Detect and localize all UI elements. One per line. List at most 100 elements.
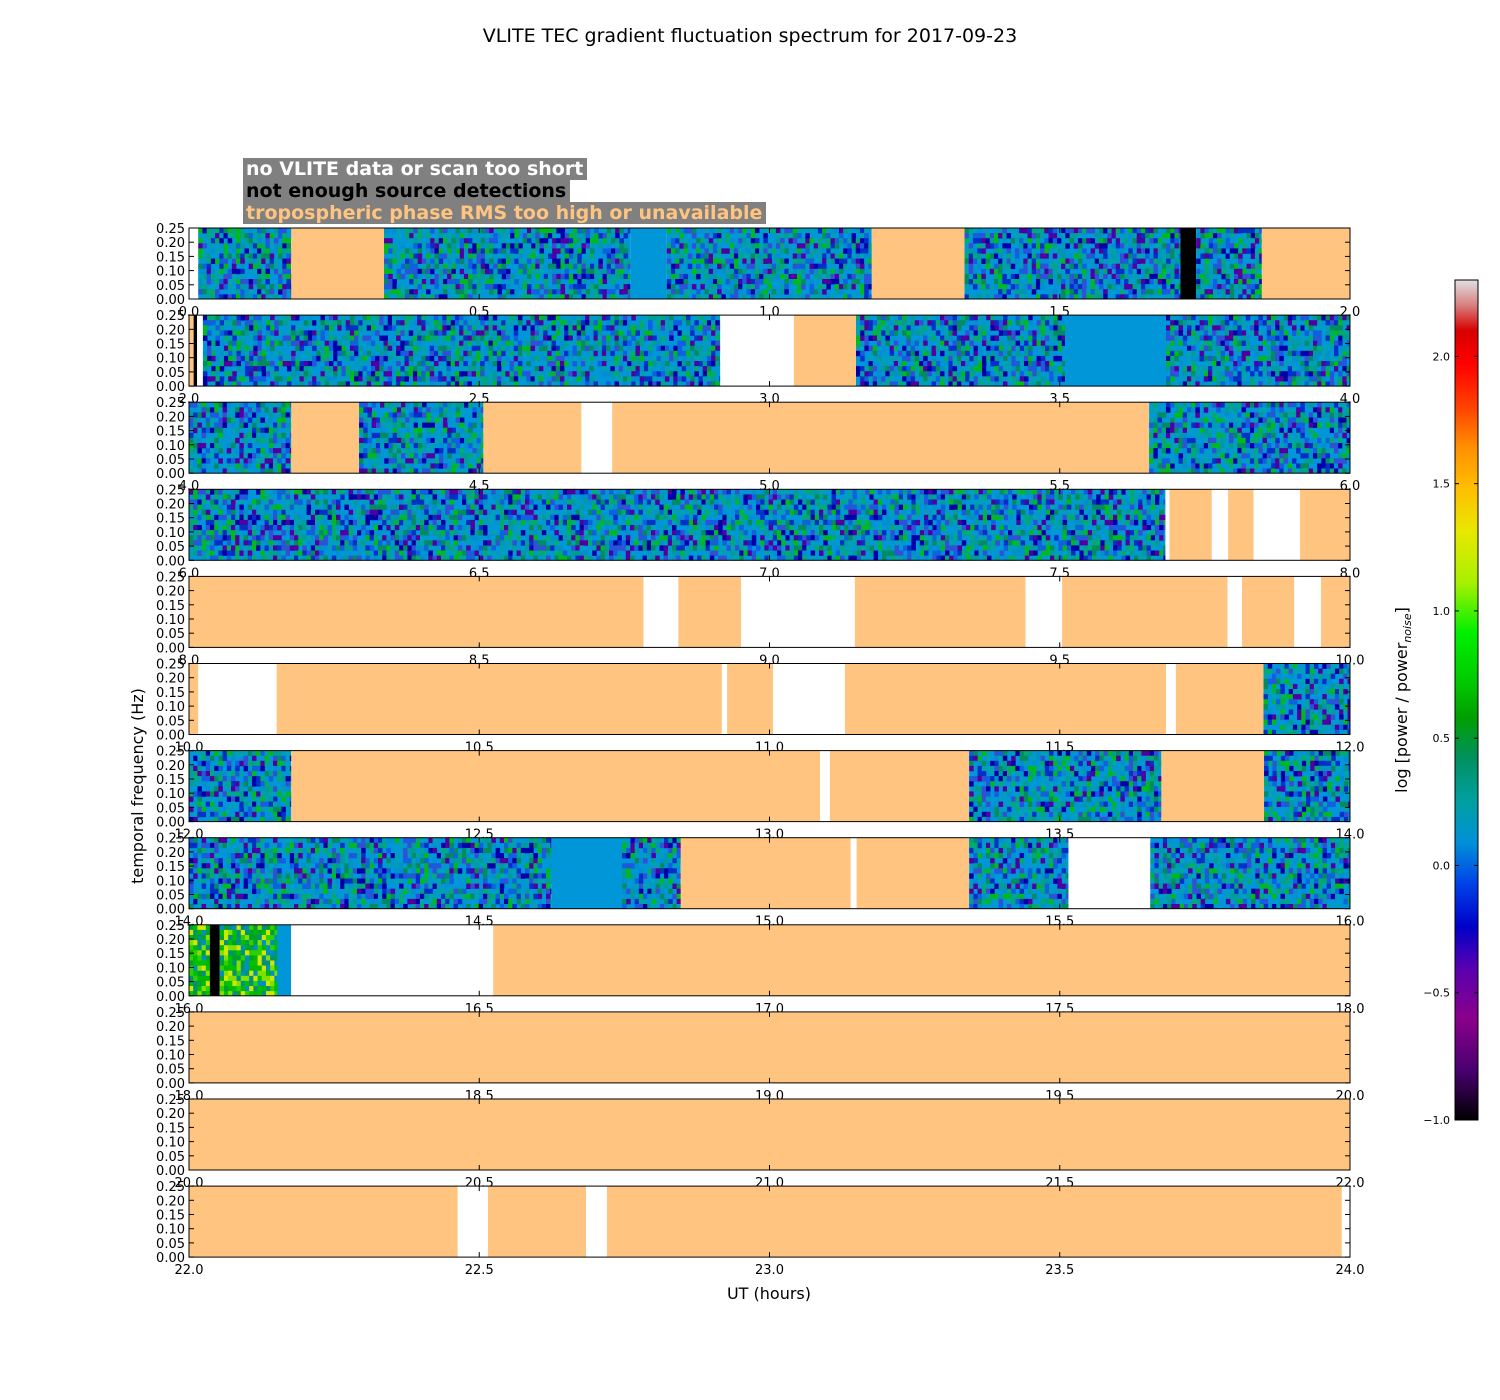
- y-tick-label: 0.05: [156, 279, 185, 294]
- y-tick-label: 0.20: [156, 672, 185, 687]
- segment-data-flat: [277, 924, 292, 996]
- segment-trop-rms: [793, 315, 856, 387]
- y-tick-label: 0.00: [156, 1164, 185, 1179]
- segment-no-data: [1068, 837, 1151, 909]
- segment-trop-rms: [606, 1186, 1342, 1258]
- segment-no-data: [189, 228, 199, 299]
- segment-trop-rms: [189, 663, 199, 735]
- segment-no-detections: [1180, 228, 1197, 299]
- y-tick-label: 0.20: [156, 410, 185, 425]
- segment-trop-rms: [291, 750, 821, 822]
- panel-4: 0.000.050.100.150.200.256.0 6.5 7.0 7.5 8.0: [156, 483, 1360, 581]
- segment-no-data: [1253, 489, 1301, 561]
- y-tick-label: 0.00: [156, 293, 185, 308]
- y-tick-label: 0.00: [156, 380, 185, 395]
- y-tick-label: 0.10: [156, 1136, 185, 1151]
- x-tick-label: 22.5: [465, 1263, 494, 1278]
- segment-no-data: [643, 576, 679, 648]
- segment-data: [666, 228, 872, 300]
- panel-1: 0.000.050.100.150.200.250.0 0.5 1.0 1.5 2.0: [156, 222, 1360, 320]
- y-tick-label: 0.10: [156, 526, 185, 541]
- segment-trop-rms: [1062, 576, 1228, 648]
- panel-3: 0.000.050.100.150.200.254.0 4.5 5.0 5.5 6.0: [156, 396, 1360, 494]
- y-tick-label: 0.10: [156, 352, 185, 367]
- y-tick-label: 0.05: [156, 1063, 185, 1078]
- segment-trop-rms: [1320, 576, 1350, 648]
- segment-data: [855, 315, 1066, 387]
- y-tick-label: 0.20: [156, 236, 185, 251]
- y-tick-label: 0.00: [156, 1077, 185, 1092]
- y-tick-label: 0.15: [156, 338, 185, 353]
- y-tick-label: 0.05: [156, 889, 185, 904]
- y-tick-label: 0.05: [156, 366, 185, 381]
- segment-data: [359, 402, 484, 474]
- segment-trop-rms: [854, 576, 1026, 648]
- segment-data: [189, 837, 552, 909]
- colorbar-tick-label: −1.0: [1423, 1114, 1450, 1127]
- y-tick-label: 0.10: [156, 439, 185, 454]
- segment-trop-rms: [1300, 489, 1350, 561]
- y-tick-label: 0.25: [156, 1180, 185, 1195]
- colorbar-tick-label: 1.5: [1433, 478, 1451, 491]
- y-tick-label: 0.00: [156, 816, 185, 831]
- segment-data: [969, 750, 1162, 822]
- panel-5: 0.000.050.100.150.200.258.0 8.5 9.0 9.5 10.0: [156, 570, 1364, 668]
- segment-no-data: [586, 1186, 607, 1258]
- segment-trop-rms: [856, 837, 970, 909]
- y-tick-label: 0.10: [156, 613, 185, 628]
- y-tick-label: 0.15: [156, 1034, 185, 1049]
- colorbar-tick-label: 0.5: [1433, 732, 1451, 745]
- y-tick-label: 0.25: [156, 396, 185, 411]
- y-tick-label: 0.20: [156, 1107, 185, 1122]
- segment-no-data: [1227, 576, 1243, 648]
- segment-data: [1263, 663, 1351, 735]
- segment-data: [189, 489, 1166, 561]
- y-tick-label: 0.10: [156, 700, 185, 715]
- y-tick-label: 0.00: [156, 467, 185, 482]
- segment-trop-rms: [829, 750, 970, 822]
- colorbar: −1.0 −0.5 0.0 0.5 1.0 1.5 2.0 log [power / pow…: [1392, 279, 1479, 1127]
- segment-trop-rms: [1261, 228, 1350, 299]
- segment-trop-rms: [483, 402, 582, 474]
- segment-no-data: [1165, 489, 1170, 561]
- y-tick-label: 0.20: [156, 323, 185, 338]
- y-tick-label: 0.15: [156, 686, 185, 701]
- chart-title: VLITE TEC gradient fluctuation spectrum …: [482, 25, 1018, 47]
- x-tick-label: 24.0: [1336, 1263, 1365, 1278]
- y-tick-label: 0.20: [156, 1194, 185, 1209]
- colorbar-label-end: ]: [1392, 607, 1411, 613]
- y-tick-label: 0.25: [156, 483, 185, 498]
- x-tick-label: 23.5: [1045, 1263, 1074, 1278]
- segment-trop-rms: [276, 663, 722, 735]
- y-axis-label: temporal frequency (Hz): [128, 688, 147, 884]
- legend-no-data: no VLITE data or scan too short: [243, 158, 588, 180]
- colorbar-label-main: log [power / power: [1392, 642, 1411, 793]
- segment-no-data: [198, 663, 277, 735]
- y-tick-label: 0.25: [156, 1006, 185, 1021]
- segment-no-data: [581, 402, 613, 474]
- segment-data: [384, 228, 435, 300]
- segment-data-flat: [630, 228, 667, 299]
- y-tick-label: 0.15: [156, 512, 185, 527]
- x-tick-label: 22.0: [175, 1263, 204, 1278]
- segment-no-data: [1165, 663, 1176, 735]
- y-tick-label: 0.25: [156, 222, 185, 237]
- segment-no-data: [741, 576, 855, 648]
- segment-no-data: [457, 1186, 488, 1258]
- y-tick-label: 0.10: [156, 961, 185, 976]
- segment-data: [198, 228, 292, 300]
- segment-trop-rms: [189, 1099, 1350, 1170]
- y-tick-label: 0.05: [156, 801, 185, 816]
- y-tick-label: 0.00: [156, 990, 185, 1005]
- segment-no-data: [720, 315, 794, 387]
- colorbar-gradient: [1454, 279, 1479, 1121]
- segment-no-data: [1341, 1186, 1350, 1258]
- y-tick-label: 0.05: [156, 1150, 185, 1165]
- y-tick-label: 0.20: [156, 498, 185, 513]
- segment-trop-rms: [189, 576, 644, 648]
- panel-2: 0.000.050.100.150.200.252.0 2.5 3.0 3.5 4.0: [156, 309, 1360, 407]
- segment-no-data: [721, 663, 728, 735]
- segment-data: [202, 315, 721, 387]
- panels: 0.000.050.100.150.200.250.0 0.5 1.0 1.5 2.00…: [156, 222, 1364, 1278]
